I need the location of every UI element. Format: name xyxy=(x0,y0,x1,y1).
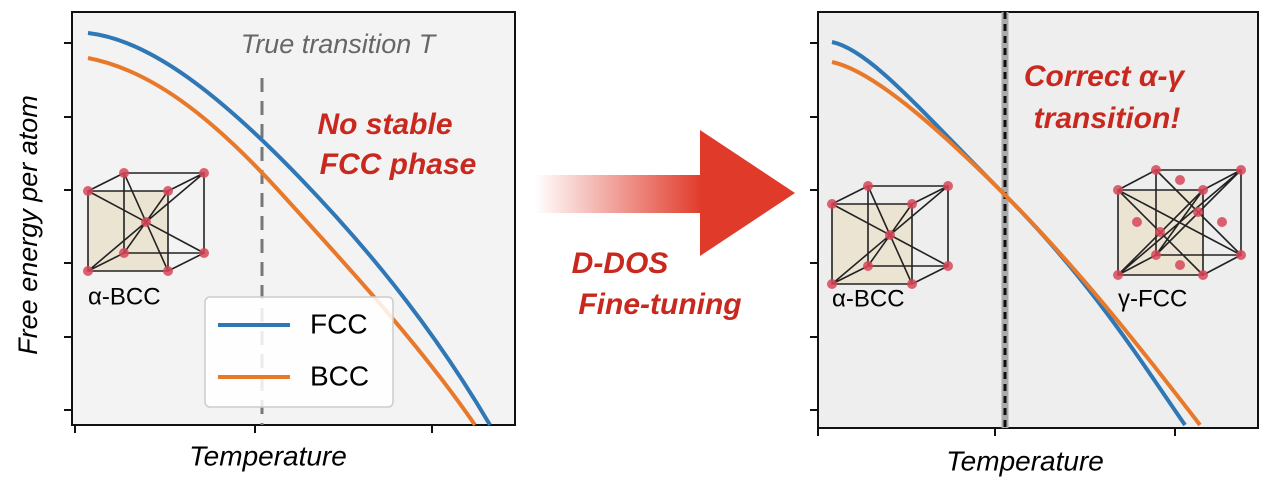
arrow-body xyxy=(535,175,703,213)
left-ticks xyxy=(64,42,433,433)
x-axis-label: Temperature xyxy=(946,445,1104,476)
phase-label: α-BCC xyxy=(832,285,905,312)
note-line: transition! xyxy=(1034,102,1181,135)
arrow-head xyxy=(700,130,795,256)
bcc-curve xyxy=(87,56,477,427)
fcc-cube xyxy=(1112,164,1247,281)
annotation: True transition T xyxy=(241,29,438,59)
note-line: No stable xyxy=(317,108,452,141)
note-line: Correct α-γ xyxy=(1024,60,1187,93)
arrow-label: Fine-tuning xyxy=(578,288,741,321)
right-ticks xyxy=(810,42,1176,436)
note-line: FCC phase xyxy=(320,148,477,181)
arrow-label: D-DOS xyxy=(572,247,669,280)
legend-label: FCC xyxy=(310,308,368,339)
phase-label: α-BCC xyxy=(88,283,161,310)
fcc-curve xyxy=(87,31,492,427)
bcc-curve xyxy=(831,60,1202,427)
x-axis-label: Temperature xyxy=(189,440,347,471)
phase-label: γ-FCC xyxy=(1118,285,1187,312)
legend-label: BCC xyxy=(310,360,369,391)
y-axis-label: Free energy per atom xyxy=(13,95,43,355)
